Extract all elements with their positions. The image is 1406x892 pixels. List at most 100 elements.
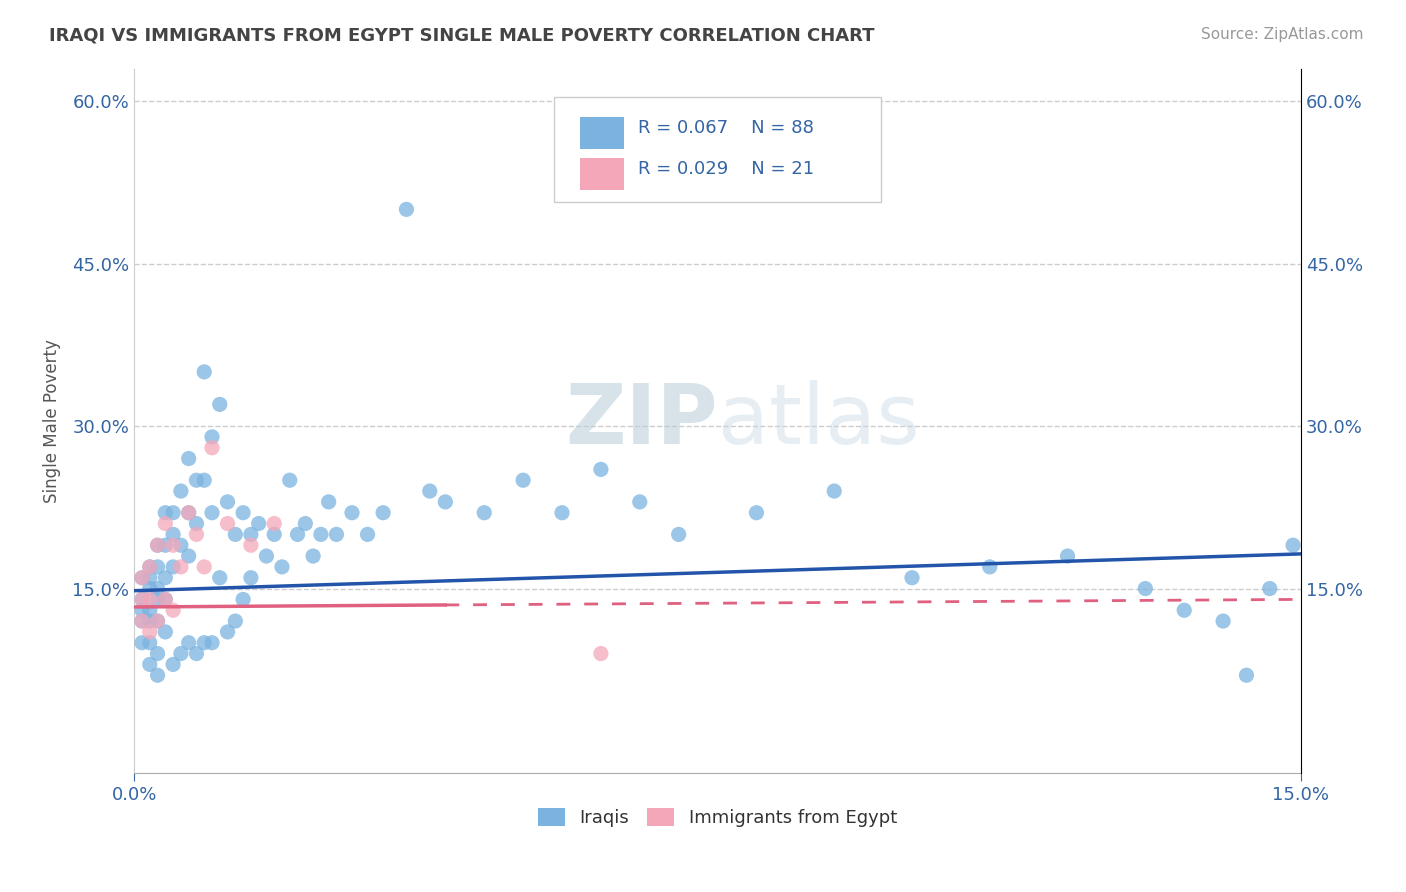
Point <box>131 614 153 628</box>
Point <box>139 614 162 628</box>
Point <box>170 538 193 552</box>
Point <box>325 527 347 541</box>
Point <box>186 516 208 531</box>
Point <box>170 560 193 574</box>
Point <box>146 538 169 552</box>
Y-axis label: Single Male Poverty: Single Male Poverty <box>44 339 60 502</box>
Point <box>434 495 457 509</box>
Point <box>589 647 612 661</box>
Point <box>395 202 418 217</box>
Point <box>823 484 845 499</box>
Point <box>271 560 294 574</box>
Point <box>139 571 162 585</box>
Point <box>146 647 169 661</box>
Point <box>979 560 1001 574</box>
Point <box>201 441 224 455</box>
Point <box>239 538 262 552</box>
Point <box>217 624 239 639</box>
Point <box>146 582 169 596</box>
Point <box>193 560 215 574</box>
Text: R = 0.067    N = 88: R = 0.067 N = 88 <box>638 119 814 136</box>
Point <box>131 592 153 607</box>
Text: Source: ZipAtlas.com: Source: ZipAtlas.com <box>1201 27 1364 42</box>
Point <box>139 560 162 574</box>
Point <box>371 506 394 520</box>
Point <box>139 560 162 574</box>
Point <box>162 527 184 541</box>
Point <box>170 484 193 499</box>
Point <box>318 495 340 509</box>
Point <box>1212 614 1234 628</box>
Point <box>131 603 153 617</box>
Point <box>287 527 309 541</box>
Point <box>162 538 184 552</box>
Point <box>155 538 177 552</box>
Point <box>139 582 162 596</box>
Point <box>186 473 208 487</box>
Point <box>186 647 208 661</box>
Point <box>208 397 231 411</box>
Text: atlas: atlas <box>717 380 920 461</box>
Point <box>232 592 254 607</box>
Point <box>177 506 200 520</box>
Point <box>201 636 224 650</box>
Point <box>201 430 224 444</box>
Point <box>131 614 153 628</box>
Point <box>170 647 193 661</box>
Text: R = 0.029    N = 21: R = 0.029 N = 21 <box>638 160 814 178</box>
Point <box>472 506 495 520</box>
Point <box>201 506 224 520</box>
Point <box>131 636 153 650</box>
Point <box>745 506 768 520</box>
Point <box>239 571 262 585</box>
Point <box>162 657 184 672</box>
Point <box>224 527 246 541</box>
Point <box>340 506 363 520</box>
Point <box>217 516 239 531</box>
Point <box>901 571 924 585</box>
Legend: Iraqis, Immigrants from Egypt: Iraqis, Immigrants from Egypt <box>531 800 904 834</box>
Point <box>146 614 169 628</box>
Point <box>217 495 239 509</box>
Point <box>193 365 215 379</box>
Point <box>162 560 184 574</box>
Point <box>131 592 153 607</box>
Point <box>177 506 200 520</box>
Point <box>256 549 278 563</box>
Point <box>155 506 177 520</box>
Point <box>139 603 162 617</box>
Point <box>162 603 184 617</box>
Point <box>139 657 162 672</box>
Point <box>177 451 200 466</box>
Point <box>186 527 208 541</box>
Point <box>146 592 169 607</box>
Point <box>278 473 301 487</box>
Point <box>419 484 441 499</box>
Point <box>232 506 254 520</box>
Point <box>512 473 534 487</box>
Point <box>628 495 651 509</box>
Point <box>1173 603 1195 617</box>
Bar <box>579 117 624 149</box>
Point <box>263 527 285 541</box>
Point <box>155 571 177 585</box>
Point <box>309 527 332 541</box>
Point <box>146 560 169 574</box>
Point <box>263 516 285 531</box>
Point <box>139 624 162 639</box>
Point <box>162 506 184 520</box>
Point <box>177 636 200 650</box>
Point <box>356 527 378 541</box>
FancyBboxPatch shape <box>554 96 882 202</box>
Point <box>155 592 177 607</box>
Point <box>1056 549 1078 563</box>
Point <box>139 636 162 650</box>
Point <box>208 571 231 585</box>
Point <box>131 571 153 585</box>
Point <box>193 636 215 650</box>
Point <box>155 624 177 639</box>
Point <box>1236 668 1258 682</box>
Point <box>239 527 262 541</box>
Point <box>155 516 177 531</box>
Point <box>302 549 325 563</box>
